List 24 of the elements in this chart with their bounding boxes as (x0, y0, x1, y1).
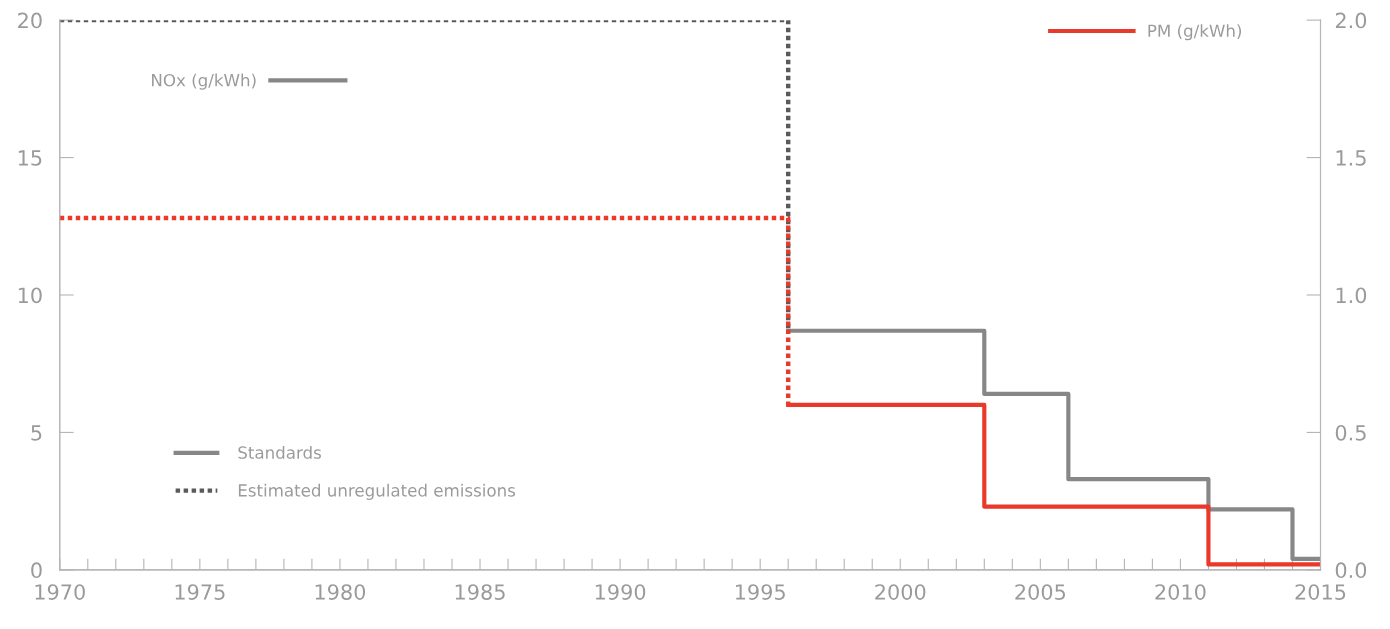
y2-tick-label: 0.5 (1335, 424, 1366, 441)
legend-label: PM (g/kWh) (1148, 24, 1242, 41)
x-tick-label: 1975 (175, 584, 225, 600)
y-tick-label: 15 (18, 150, 42, 166)
x-tick-label: 1970 (35, 584, 85, 600)
y2-tick-label: 1.0 (1336, 287, 1367, 304)
x-tick-label: 2015 (1295, 584, 1346, 600)
y-tick-label: 5 (31, 425, 42, 441)
x-tick-label: 1995 (735, 584, 785, 600)
x-tick-label: 2000 (875, 584, 926, 600)
y2-tick-label: 1.5 (1336, 150, 1366, 166)
x-tick-label: 1985 (455, 584, 505, 600)
legend-label: Estimated unregulated emissions (238, 483, 516, 500)
legend-label: Standards (238, 445, 321, 459)
y-tick-label: 0 (31, 562, 42, 579)
y2-tick-label: 2.0 (1335, 12, 1367, 29)
y-tick-label: 20 (18, 12, 42, 29)
x-tick-label: 1980 (315, 584, 366, 600)
y2-tick-label: 0.0 (1335, 562, 1367, 579)
x-tick-label: 2010 (1155, 584, 1206, 600)
x-tick-label: 1990 (595, 584, 646, 600)
y-axis-title: NOx (g/kWh) (152, 73, 256, 90)
x-tick-label: 2005 (1015, 584, 1066, 600)
y-tick-label: 10 (18, 287, 42, 304)
